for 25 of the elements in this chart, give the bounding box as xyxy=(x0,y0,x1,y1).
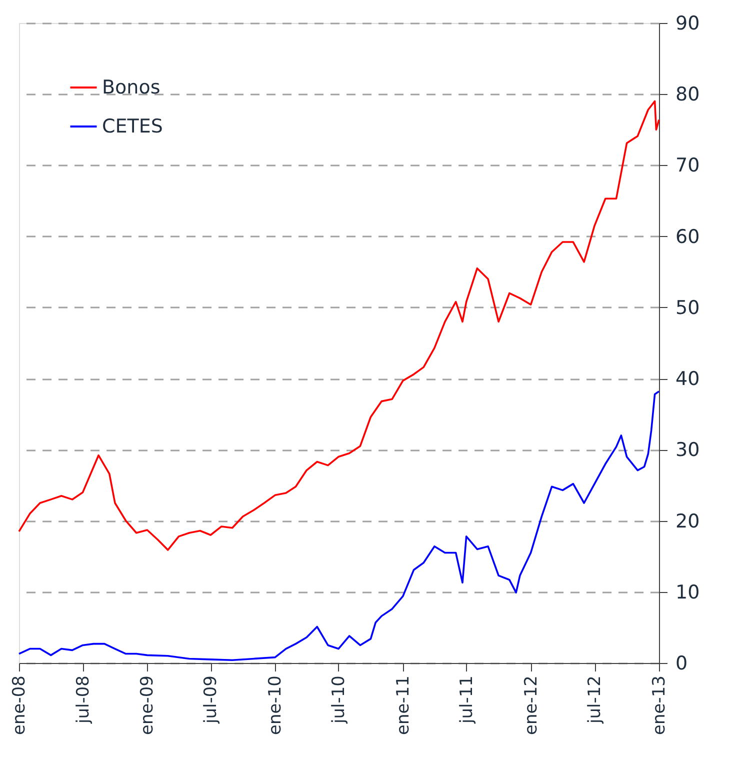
y-tick-label: 90 xyxy=(676,12,700,34)
x-tick-label: jul-11 xyxy=(456,676,477,724)
x-tick-label: jul-08 xyxy=(73,676,94,724)
line-series xyxy=(18,390,660,662)
x-tick-label: ene-12 xyxy=(521,676,542,735)
line-series xyxy=(18,100,660,551)
x-tick-label: ene-11 xyxy=(393,676,414,735)
y-tick-label: 50 xyxy=(676,296,700,319)
x-tick-label: ene-09 xyxy=(138,676,158,735)
y-tick-label: 20 xyxy=(676,510,700,532)
x-tick-label: ene-08 xyxy=(10,676,30,735)
x-tick-label: ene-13 xyxy=(650,676,670,735)
x-tick-label: ene-10 xyxy=(266,676,286,735)
y-tick-label: 0 xyxy=(676,652,688,674)
y-tick-label: 40 xyxy=(676,368,700,390)
y-tick-label: 80 xyxy=(676,84,700,106)
y-tick-label: 70 xyxy=(676,154,700,177)
legend-label: CETES xyxy=(102,116,163,138)
y-tick-label: 10 xyxy=(676,581,700,604)
y-tick-label: 30 xyxy=(676,439,700,462)
x-tick-label: jul-09 xyxy=(201,676,222,724)
x-tick-label: jul-12 xyxy=(585,676,606,724)
x-tick-label: jul-10 xyxy=(328,676,349,724)
y-tick-label: 60 xyxy=(676,226,700,248)
legend-label: Bonos xyxy=(102,76,160,98)
